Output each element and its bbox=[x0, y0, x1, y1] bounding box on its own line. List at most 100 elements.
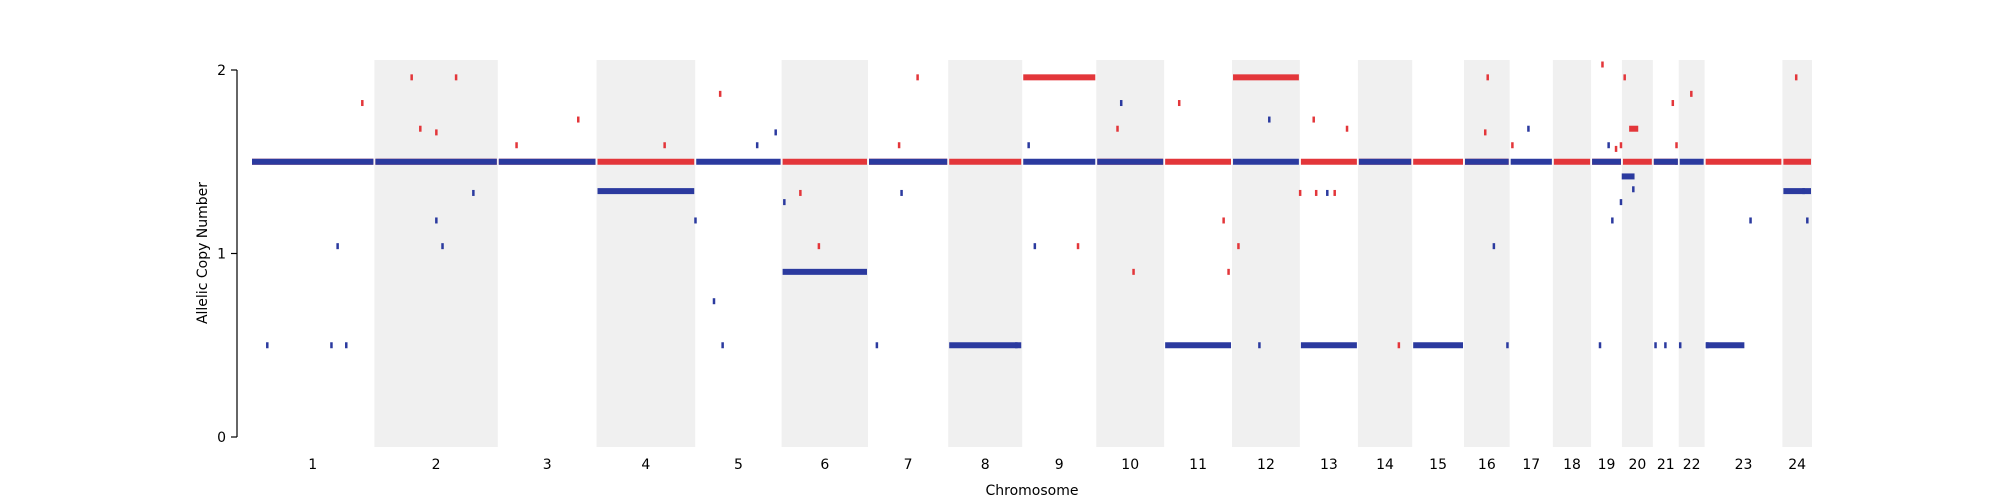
chromosome-band-10 bbox=[1096, 60, 1165, 447]
minor-point-28 bbox=[1632, 186, 1635, 193]
minor-point-13 bbox=[875, 342, 879, 349]
data-marks bbox=[252, 61, 1811, 349]
chromosome-label-21: 21 bbox=[1657, 457, 1675, 473]
major-point-5 bbox=[515, 142, 518, 149]
chromosome-label-7: 7 bbox=[904, 457, 913, 473]
major-point-23 bbox=[1345, 125, 1349, 132]
major-segment-3 bbox=[597, 158, 695, 165]
major-point-32 bbox=[1675, 142, 1678, 149]
minor-point-37 bbox=[1675, 158, 1678, 165]
minor-point-27 bbox=[1619, 199, 1623, 206]
chromosome-label-3: 3 bbox=[543, 457, 552, 473]
major-segment-21 bbox=[1783, 158, 1811, 165]
major-point-21 bbox=[1314, 189, 1318, 196]
minor-point-3 bbox=[336, 243, 339, 250]
chromosome-band-12 bbox=[1232, 60, 1300, 447]
y-tick-label-1: 1 bbox=[217, 247, 226, 263]
minor-point-24 bbox=[1527, 125, 1530, 132]
major-point-34 bbox=[1794, 74, 1798, 81]
chromosome-band-16 bbox=[1464, 60, 1510, 447]
chromosome-label-15: 15 bbox=[1429, 457, 1447, 473]
y-axis-label: Allelic Copy Number bbox=[195, 182, 211, 324]
major-point-20 bbox=[1312, 116, 1315, 123]
major-point-9 bbox=[799, 189, 802, 196]
chromosome-label-17: 17 bbox=[1522, 457, 1540, 473]
major-point-33 bbox=[1690, 90, 1693, 97]
minor-point-5 bbox=[441, 243, 444, 250]
minor-point-26 bbox=[1611, 217, 1614, 224]
chromosome-label-9: 9 bbox=[1055, 457, 1064, 473]
minor-point-29 bbox=[1598, 342, 1602, 349]
minor-point-34 bbox=[1749, 217, 1752, 224]
major-point-7 bbox=[663, 142, 666, 149]
minor-segment-12 bbox=[1300, 342, 1357, 349]
minor-segment-8 bbox=[1023, 158, 1096, 165]
major-point-26 bbox=[1511, 142, 1514, 149]
minor-segment-14 bbox=[1413, 342, 1464, 349]
minor-segment-15 bbox=[1465, 158, 1509, 165]
chromosome-label-16: 16 bbox=[1478, 457, 1496, 473]
minor-segment-7 bbox=[949, 342, 1022, 349]
chromosome-label-11: 11 bbox=[1189, 457, 1207, 473]
minor-segment-4 bbox=[696, 158, 781, 165]
chromosome-band-6 bbox=[781, 60, 868, 447]
major-point-8 bbox=[718, 90, 722, 97]
chromosome-label-6: 6 bbox=[820, 457, 829, 473]
major-point-24 bbox=[1486, 74, 1489, 81]
minor-point-36 bbox=[1802, 188, 1805, 195]
minor-point-15 bbox=[1027, 142, 1030, 149]
minor-segment-0 bbox=[252, 158, 374, 165]
major-point-2 bbox=[419, 125, 422, 132]
major-point-12 bbox=[916, 74, 919, 81]
major-point-27 bbox=[1601, 61, 1604, 68]
major-point-19 bbox=[1237, 243, 1240, 250]
chromosome-label-2: 2 bbox=[432, 457, 441, 473]
chromosome-label-20: 20 bbox=[1628, 457, 1646, 473]
minor-point-19 bbox=[1268, 116, 1271, 123]
major-point-31 bbox=[1671, 100, 1675, 107]
minor-point-33 bbox=[1706, 342, 1709, 349]
chromosome-label-10: 10 bbox=[1121, 457, 1139, 473]
major-point-28 bbox=[1614, 145, 1618, 152]
chromosome-label-12: 12 bbox=[1257, 457, 1275, 473]
minor-point-6 bbox=[472, 189, 475, 196]
chromosome-band-24 bbox=[1782, 60, 1812, 447]
major-point-15 bbox=[1177, 100, 1181, 107]
chromosome-band-4 bbox=[596, 60, 696, 447]
chromosome-band-2 bbox=[374, 60, 498, 447]
chromosome-label-4: 4 bbox=[641, 457, 650, 473]
major-point-35 bbox=[1397, 342, 1401, 349]
minor-segment-22 bbox=[1783, 188, 1811, 195]
chromosome-label-19: 19 bbox=[1598, 457, 1616, 473]
major-segment-15 bbox=[1553, 158, 1591, 165]
major-segment-10 bbox=[1233, 74, 1299, 81]
chromosome-label-22: 22 bbox=[1683, 457, 1701, 473]
minor-segment-13 bbox=[1358, 158, 1412, 165]
minor-point-0 bbox=[266, 342, 269, 349]
chromosome-label-5: 5 bbox=[734, 457, 743, 473]
major-segment-4 bbox=[782, 158, 867, 165]
series-minor bbox=[252, 100, 1811, 349]
chromosome-label-13: 13 bbox=[1320, 457, 1338, 473]
minor-segment-9 bbox=[1097, 158, 1164, 165]
chromosome-band-22 bbox=[1678, 60, 1705, 447]
minor-segment-6 bbox=[868, 158, 948, 165]
minor-segment-17 bbox=[1592, 158, 1621, 165]
minor-segment-5 bbox=[782, 268, 867, 275]
chromosome-band-8 bbox=[948, 60, 1023, 447]
chromosome-labels: 1 2 3 4 5 6 7 8 9 10 11 12 13 14 15 16 17 18 19 20 21 22 23 24 bbox=[308, 457, 1806, 473]
minor-point-18 bbox=[1119, 100, 1123, 107]
major-segment-13 bbox=[1413, 158, 1464, 165]
chromosome-band-18 bbox=[1552, 60, 1592, 447]
minor-point-32 bbox=[1678, 342, 1682, 349]
major-point-17 bbox=[1222, 217, 1225, 224]
chromosome-label-1: 1 bbox=[308, 457, 317, 473]
y-ticks: 0 1 2 bbox=[217, 63, 237, 446]
minor-point-10 bbox=[755, 142, 759, 149]
minor-segment-2 bbox=[498, 158, 596, 165]
minor-point-11 bbox=[774, 129, 777, 136]
major-segment-11 bbox=[1300, 158, 1357, 165]
minor-point-9 bbox=[721, 342, 724, 349]
minor-point-21 bbox=[1326, 189, 1329, 196]
